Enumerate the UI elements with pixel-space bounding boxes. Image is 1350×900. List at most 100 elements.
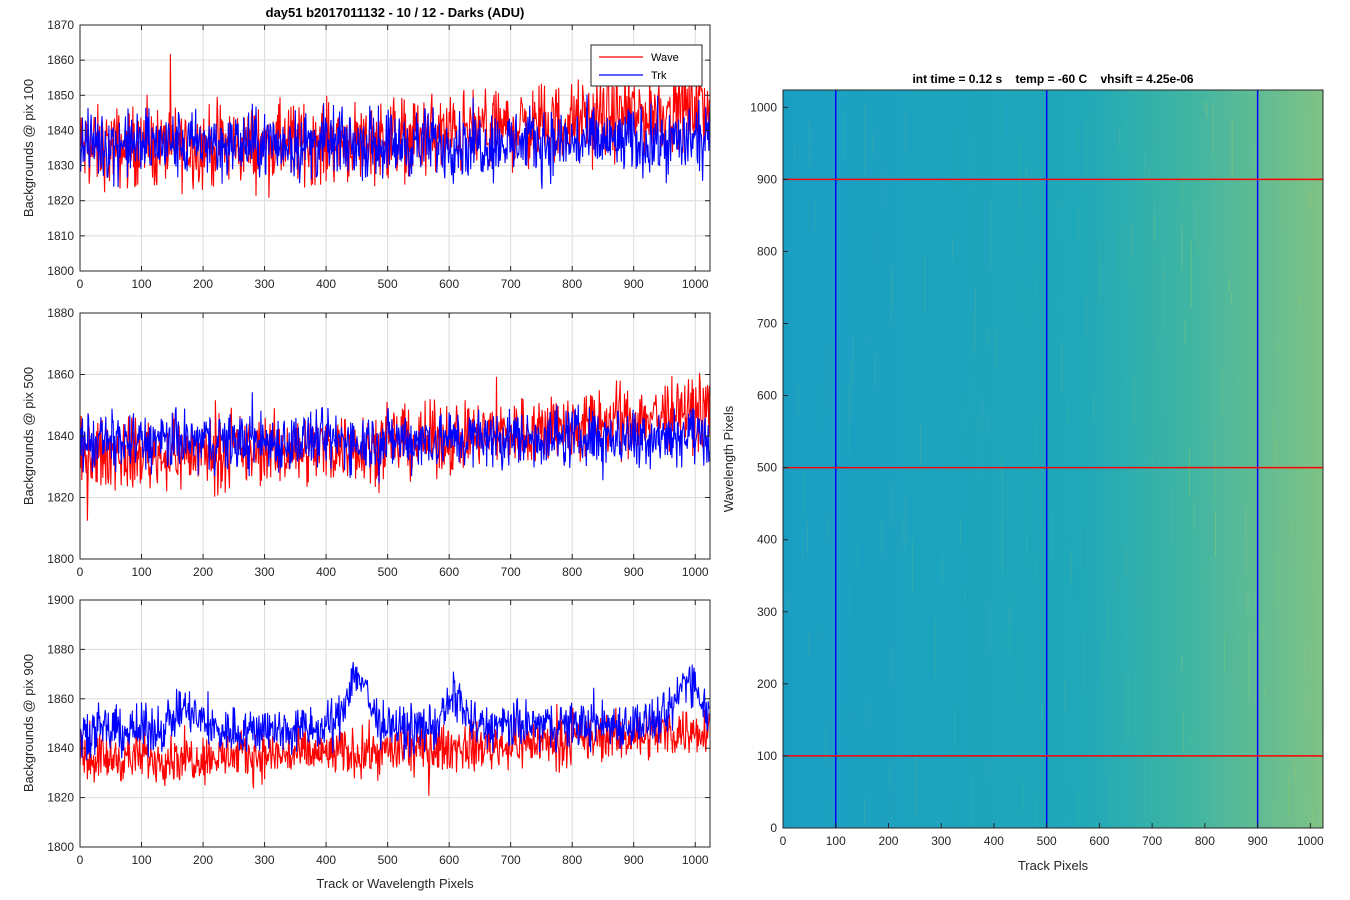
x-tick-label: 300 — [255, 853, 275, 867]
heatmap-streak — [1019, 207, 1020, 257]
heatmap-streak — [1035, 558, 1037, 578]
panel-frame-heatmap: int time = 0.12 s temp = -60 C vhsift = … — [721, 72, 1324, 873]
heatmap-streak — [987, 409, 989, 437]
heatmap-streak — [954, 710, 956, 748]
series-line-trk — [80, 94, 710, 189]
heatmap-streak — [1170, 670, 1171, 689]
heatmap-streak — [955, 127, 957, 192]
heatmap-streak — [1019, 142, 1021, 211]
heatmap-streak — [1181, 656, 1183, 671]
heatmap-streak — [905, 491, 907, 546]
heatmap-streak — [1084, 632, 1086, 694]
heatmap-streak — [1216, 122, 1218, 191]
heatmap-streak — [1194, 176, 1196, 241]
heatmap-streak — [1062, 356, 1063, 377]
heatmap-streak — [1191, 732, 1193, 745]
heatmap-streak — [1215, 443, 1217, 472]
y-tick-label: 100 — [757, 749, 777, 763]
heatmap-streak — [1151, 451, 1153, 475]
x-tick-label: 700 — [1142, 834, 1162, 848]
x-tick-label: 800 — [562, 853, 582, 867]
heatmap-streak — [1132, 224, 1133, 257]
heatmap-streak — [1144, 151, 1146, 187]
axes-box — [79, 599, 711, 848]
heatmap-streak — [1070, 552, 1072, 582]
heatmap-streak — [1243, 541, 1244, 563]
heatmap-title: int time = 0.12 s temp = -60 C vhsift = … — [912, 72, 1193, 86]
x-tick-label: 0 — [77, 853, 84, 867]
heatmap-streak — [1275, 437, 1277, 465]
heatmap-streak — [906, 414, 907, 447]
heatmap-streak — [1001, 598, 1003, 658]
y-tick-label: 1870 — [47, 18, 74, 32]
heatmap-streak — [809, 626, 811, 681]
heatmap-streak — [1078, 789, 1080, 820]
x-tick-label: 100 — [132, 565, 152, 579]
heatmap-streak — [1312, 809, 1314, 828]
heatmap-streak — [1231, 291, 1233, 304]
heatmap-streak — [825, 726, 827, 762]
heatmap-streak — [1282, 566, 1284, 636]
heatmap-streak — [829, 804, 830, 828]
series-line-wave — [80, 703, 710, 796]
heatmap-streak — [1062, 196, 1063, 210]
heatmap-streak — [1181, 173, 1183, 204]
y-tick-label: 1820 — [47, 491, 74, 505]
heatmap-streak — [1098, 237, 1100, 303]
heatmap-streak — [1292, 518, 1293, 539]
x-tick-label: 200 — [878, 834, 898, 848]
heatmap-streak — [792, 200, 793, 257]
heatmap-streak — [1057, 200, 1059, 242]
heatmap-streak — [997, 472, 999, 533]
heatmap-streak — [803, 466, 805, 517]
heatmap-streak — [1171, 485, 1172, 545]
heatmap-streak — [969, 132, 971, 191]
heatmap-streak — [828, 347, 829, 410]
x-tick-label: 200 — [193, 853, 213, 867]
heatmap-streak — [1154, 306, 1155, 334]
heatmap-streak — [1154, 199, 1156, 244]
heatmap-streak — [977, 418, 978, 480]
heatmap-streak — [1214, 440, 1216, 500]
heatmap-streak — [806, 517, 808, 557]
heatmap-streak — [1221, 365, 1223, 420]
heatmap-streak — [808, 120, 810, 166]
heatmap-streak — [845, 400, 846, 449]
heatmap-streak — [924, 255, 926, 314]
heatmap-streak — [794, 145, 795, 159]
heatmap-streak — [1058, 290, 1060, 314]
y-tick-label: 1830 — [47, 159, 74, 173]
heatmap-streak — [989, 603, 991, 653]
heatmap-streak — [1103, 638, 1105, 688]
heatmap-streak — [1034, 420, 1036, 462]
heatmap-streak — [1000, 103, 1002, 140]
heatmap-streak — [990, 201, 992, 269]
heatmap-streak — [842, 109, 844, 159]
heatmap-streak — [1149, 738, 1150, 761]
heatmap-streak — [863, 704, 865, 725]
heatmap-streak — [1300, 295, 1301, 309]
heatmap-streak — [1215, 510, 1217, 557]
x-tick-label: 900 — [624, 853, 644, 867]
heatmap-streak — [1163, 256, 1165, 280]
y-axis-label: Wavelength Pixels — [721, 405, 736, 512]
heatmap-streak — [851, 656, 853, 726]
heatmap-streak — [787, 596, 789, 608]
heatmap-streak — [920, 421, 921, 466]
heatmap-streak — [1275, 410, 1277, 448]
heatmap-streak — [1303, 643, 1305, 676]
heatmap-streak — [1034, 286, 1036, 307]
heatmap-streak — [886, 164, 888, 207]
y-tick-label: 900 — [757, 172, 777, 186]
y-tick-label: 200 — [757, 677, 777, 691]
y-tick-label: 1000 — [750, 100, 777, 114]
heatmap-streak — [1133, 373, 1135, 426]
x-tick-label: 500 — [378, 853, 398, 867]
heatmap-streak — [807, 596, 809, 654]
heatmap-streak — [1214, 249, 1215, 267]
heatmap-streak — [1321, 777, 1322, 828]
y-axis-label: Backgrounds @ pix 900 — [21, 654, 36, 792]
heatmap-streak — [1311, 785, 1313, 817]
heatmap-streak — [890, 274, 892, 324]
y-tick-label: 0 — [770, 821, 777, 835]
